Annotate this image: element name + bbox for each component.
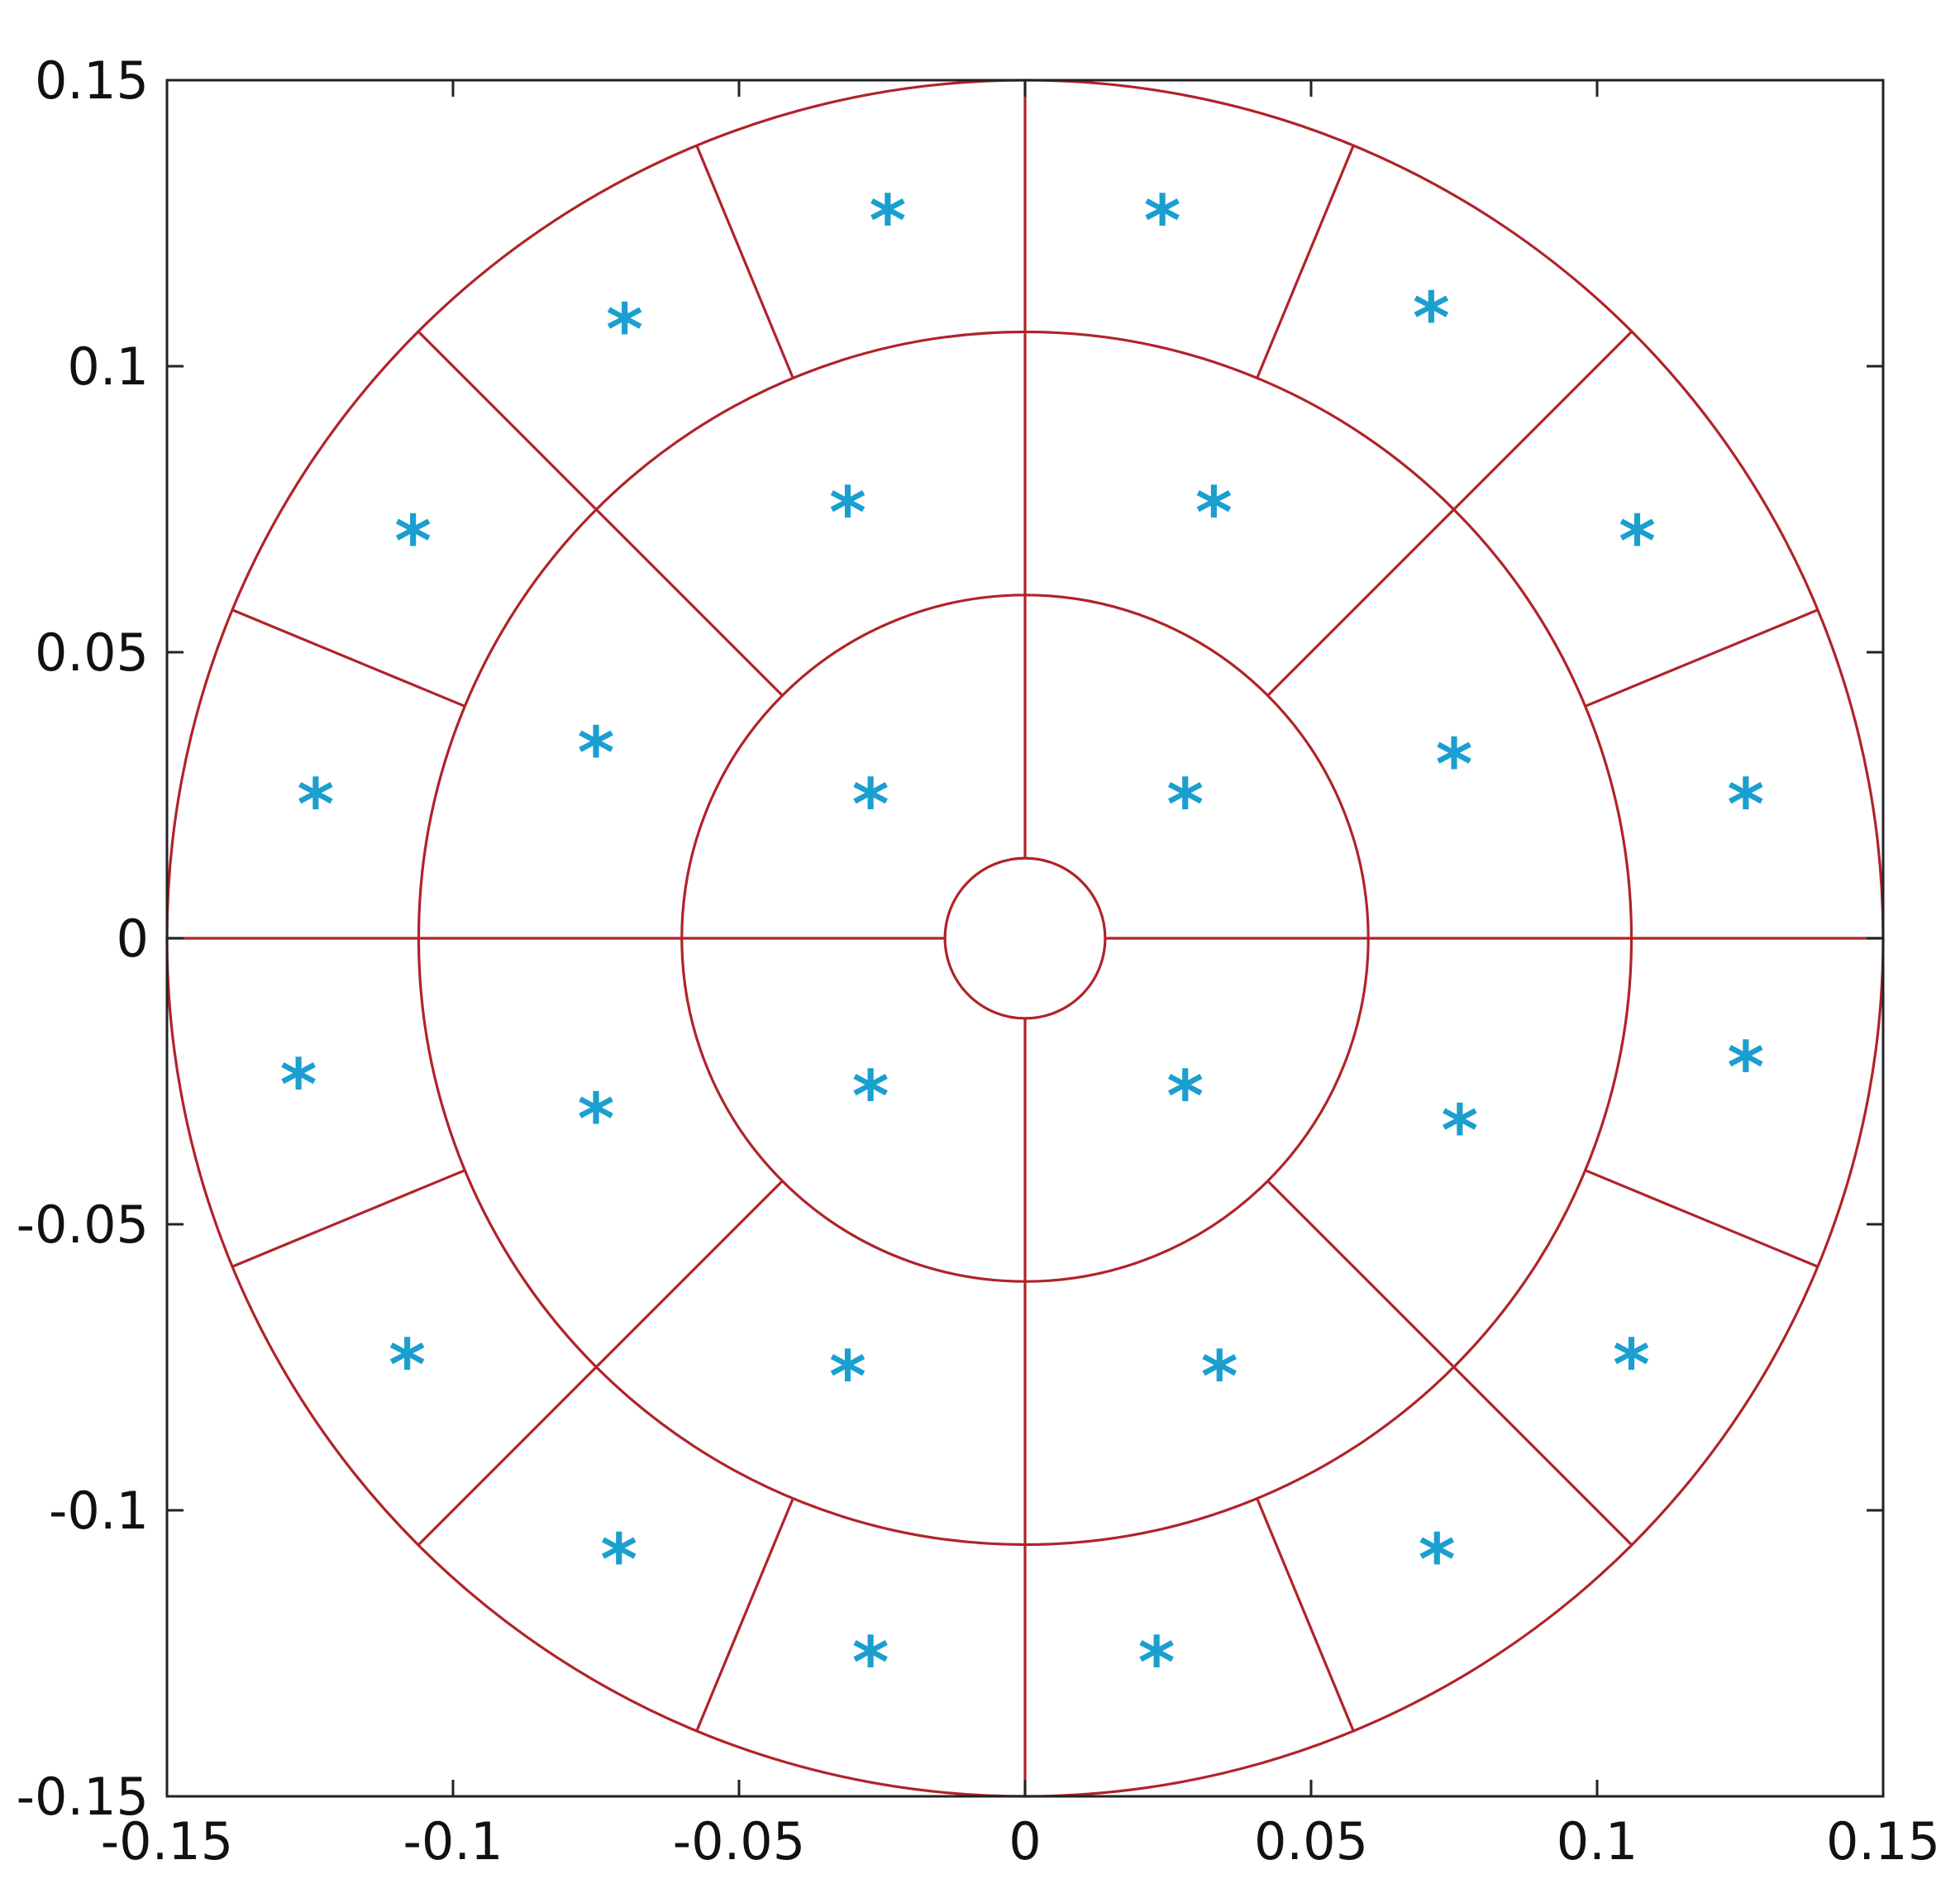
spoke-band2-4 [595, 508, 784, 697]
cell-center-markers: * * * * * * * * * * * * * * * * * * * * * * * * * * * * [280, 180, 1765, 1705]
spoke-band3-15 [1452, 1366, 1633, 1547]
spoke-band3-3 [1452, 330, 1633, 511]
data-point: * [829, 472, 866, 555]
spoke-band2-6 [595, 1180, 784, 1368]
x-tick-label: 0.1 [1557, 1811, 1638, 1872]
data-point: * [852, 1056, 889, 1138]
spoke-band3-11 [417, 1366, 598, 1547]
x-axis-tick-labels: -0.15 -0.1 -0.05 0 0.05 0.1 0.15 [101, 1811, 1940, 1872]
x-tick-label: 0 [1009, 1811, 1041, 1872]
data-point: * [1166, 1056, 1204, 1138]
spoke-band3-14 [1256, 1498, 1355, 1732]
y-tick-label: 0 [117, 909, 149, 969]
data-point: * [1166, 764, 1204, 847]
data-point: * [578, 1079, 615, 1161]
data-point: * [1727, 1027, 1764, 1109]
x-tick-label: -0.15 [101, 1811, 233, 1872]
data-point: * [600, 1519, 637, 1601]
y-tick-label: -0.1 [49, 1481, 149, 1541]
cell-partition-lines [165, 79, 1885, 1798]
y-axis-tick-labels: -0.15 -0.1 -0.05 0 0.05 0.1 0.15 [17, 50, 149, 1827]
y-tick-label: 0.15 [35, 50, 149, 111]
y-tick-label: 0.05 [35, 622, 149, 683]
x-tick-label: -0.1 [403, 1811, 503, 1872]
spoke-band2-8 [1266, 1180, 1455, 1368]
data-point: * [1144, 180, 1181, 263]
spoke-band3-6 [695, 145, 794, 379]
spoke-band3-12 [695, 1498, 794, 1732]
spoke-band3-8 [231, 608, 465, 708]
data-point: * [297, 764, 334, 847]
x-tick-label: -0.05 [673, 1811, 805, 1872]
spoke-band2-2 [1266, 508, 1455, 697]
data-point: * [852, 764, 889, 847]
spoke-band3-16 [1585, 1169, 1819, 1268]
spoke-band3-4 [1256, 145, 1355, 379]
spoke-band3-2 [1585, 608, 1819, 708]
data-point: * [606, 289, 643, 372]
spoke-band3-7 [417, 330, 598, 511]
spoke-band3-10 [231, 1169, 465, 1268]
data-point: * [1138, 1622, 1176, 1705]
data-point: * [394, 501, 432, 584]
data-point: * [1436, 723, 1473, 806]
y-tick-label: -0.05 [17, 1195, 149, 1255]
y-tick-label: -0.15 [17, 1767, 149, 1827]
data-point: * [829, 1336, 866, 1419]
y-tick-label: 0.1 [67, 336, 149, 397]
data-point: * [1201, 1336, 1238, 1419]
data-point: * [869, 180, 906, 263]
x-tick-label: 0.15 [1826, 1811, 1940, 1872]
data-point: * [1419, 1519, 1456, 1601]
axis-ticks [165, 79, 1885, 1798]
data-point: * [1727, 764, 1764, 847]
data-point: * [1613, 1324, 1650, 1407]
data-point: * [280, 1044, 317, 1127]
data-point: * [389, 1324, 426, 1407]
data-point: * [578, 713, 615, 795]
x-tick-label: 0.05 [1254, 1811, 1368, 1872]
data-point: * [1195, 472, 1233, 555]
data-point: * [1413, 278, 1450, 360]
ring-1 [943, 856, 1107, 1020]
data-point: * [1619, 501, 1656, 584]
data-point: * [852, 1622, 889, 1705]
data-point: * [1441, 1090, 1478, 1172]
